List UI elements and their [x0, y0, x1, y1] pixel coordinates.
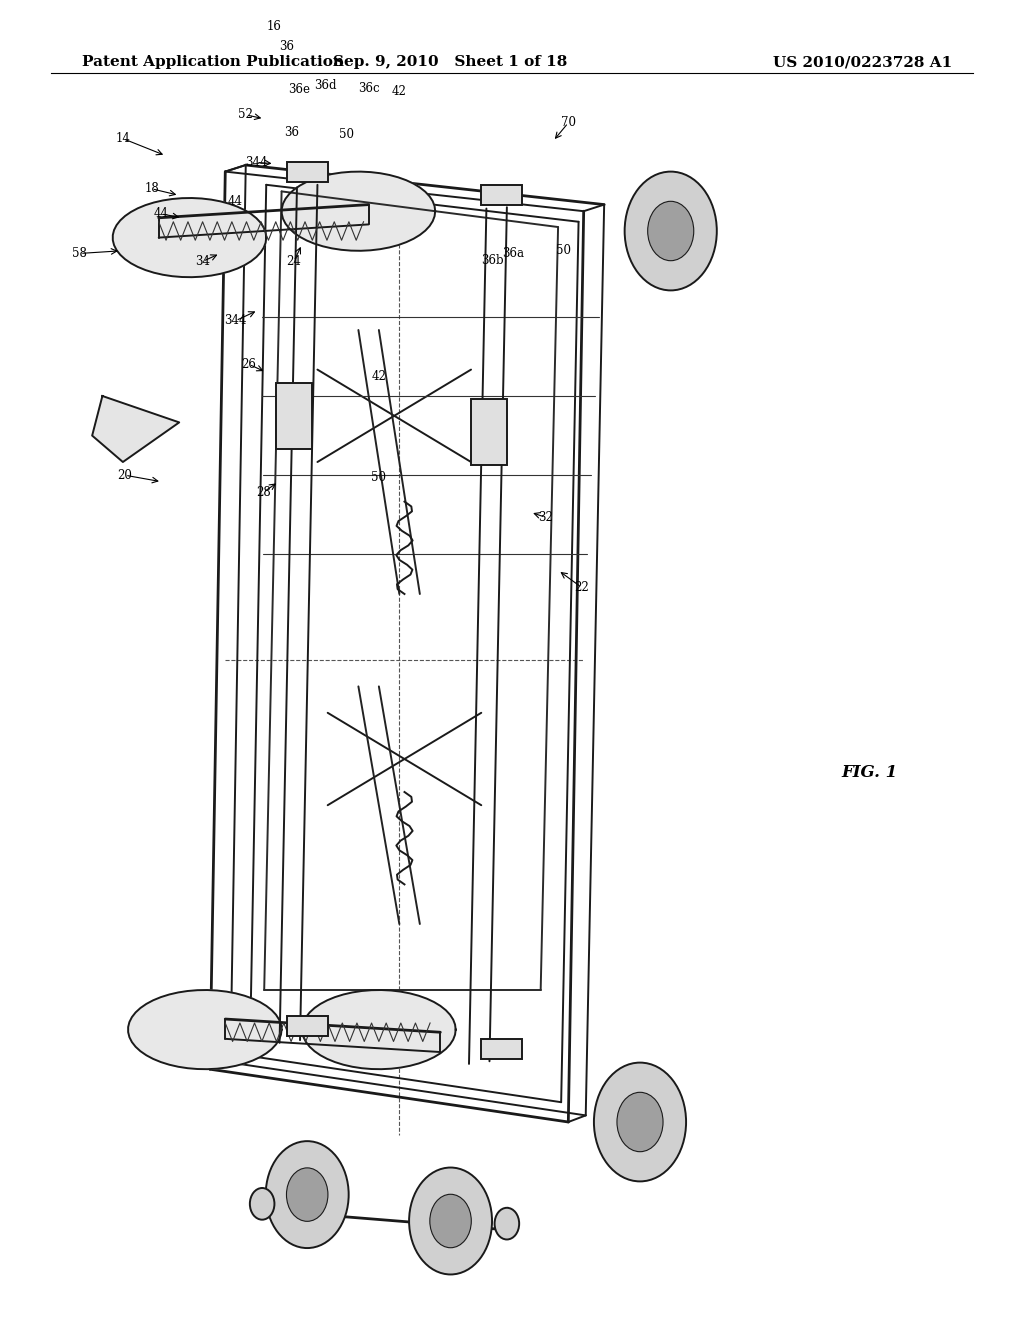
Circle shape [250, 1188, 274, 1220]
Circle shape [287, 1168, 328, 1221]
Text: 42: 42 [392, 84, 407, 98]
Polygon shape [113, 198, 266, 277]
Text: 28: 28 [256, 486, 270, 499]
Text: 24: 24 [287, 255, 301, 268]
Bar [471, 399, 507, 465]
Text: 58: 58 [73, 247, 87, 260]
Bar [287, 1016, 328, 1036]
Polygon shape [128, 990, 282, 1069]
Bar [481, 185, 522, 205]
Bar [481, 1039, 522, 1059]
Text: 50: 50 [372, 471, 386, 484]
Text: 32: 32 [539, 511, 553, 524]
Text: 50: 50 [339, 128, 353, 141]
Circle shape [430, 1195, 471, 1247]
Circle shape [409, 1167, 492, 1275]
Text: 14: 14 [116, 132, 130, 145]
Text: 36: 36 [285, 125, 299, 139]
Text: 42: 42 [372, 370, 386, 383]
Text: 44: 44 [154, 207, 168, 220]
Polygon shape [92, 396, 179, 462]
Text: FIG. 1: FIG. 1 [842, 764, 898, 780]
Polygon shape [282, 172, 435, 251]
Text: 36d: 36d [314, 79, 337, 92]
Circle shape [495, 1208, 519, 1239]
Text: US 2010/0223728 A1: US 2010/0223728 A1 [773, 55, 952, 70]
Text: 36a: 36a [502, 247, 524, 260]
Text: 20: 20 [118, 469, 132, 482]
Text: 18: 18 [144, 182, 159, 195]
Text: 344: 344 [245, 156, 267, 169]
Text: 16: 16 [267, 20, 282, 33]
Text: 44: 44 [228, 195, 243, 209]
Bar [287, 162, 328, 182]
Text: 36e: 36e [288, 83, 310, 96]
Text: 36b: 36b [481, 253, 504, 267]
Circle shape [594, 1063, 686, 1181]
Text: Sep. 9, 2010   Sheet 1 of 18: Sep. 9, 2010 Sheet 1 of 18 [334, 55, 567, 70]
Text: 34: 34 [196, 255, 210, 268]
Text: 36c: 36c [357, 82, 380, 95]
Text: 344: 344 [224, 314, 247, 327]
Text: 50: 50 [556, 244, 570, 257]
Text: 22: 22 [574, 581, 589, 594]
Text: Patent Application Publication: Patent Application Publication [82, 55, 344, 70]
Circle shape [648, 201, 694, 261]
Text: 36: 36 [280, 40, 294, 53]
Text: 52: 52 [239, 108, 253, 121]
Text: 26: 26 [242, 358, 256, 371]
Circle shape [616, 1093, 664, 1151]
Polygon shape [302, 990, 456, 1069]
Circle shape [266, 1140, 348, 1249]
Circle shape [625, 172, 717, 290]
Text: 70: 70 [561, 116, 575, 129]
Bar [276, 383, 312, 449]
